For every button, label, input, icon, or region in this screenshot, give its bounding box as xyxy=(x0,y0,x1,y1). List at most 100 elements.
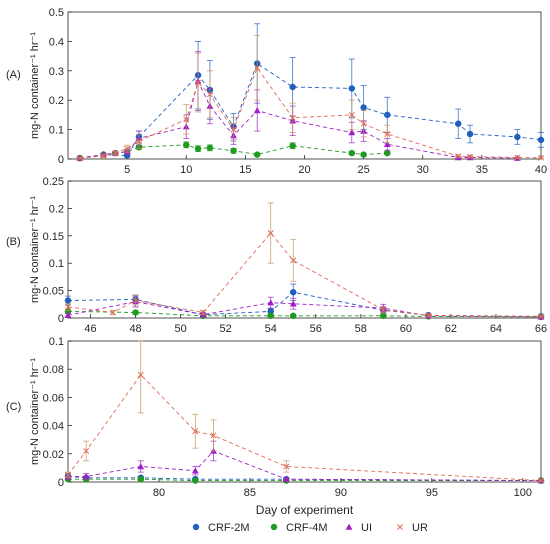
data-point xyxy=(267,299,275,306)
data-point xyxy=(110,309,117,316)
x-tick-label: 40 xyxy=(535,164,547,176)
plot-frame xyxy=(67,340,542,483)
data-point xyxy=(200,309,207,316)
data-point xyxy=(192,428,199,435)
data-point xyxy=(289,312,297,320)
data-point xyxy=(112,150,119,157)
x-tick-label: 90 xyxy=(335,487,347,499)
legend-label: UI xyxy=(361,522,372,534)
data-point xyxy=(360,151,367,158)
legend-marker xyxy=(192,523,200,531)
data-point xyxy=(65,304,71,310)
data-point xyxy=(514,154,521,161)
legend-marker xyxy=(270,523,278,531)
data-point xyxy=(230,147,237,155)
data-point xyxy=(289,288,297,296)
y-tick-label: 0.1 xyxy=(49,336,64,348)
data-point xyxy=(267,230,274,237)
y-tick-label: 0.2 xyxy=(49,95,64,107)
data-point xyxy=(100,151,107,158)
data-point xyxy=(455,153,462,160)
x-tick-label: 80 xyxy=(153,487,165,499)
y-tick-label: 0.02 xyxy=(43,449,64,461)
y-tick-label: 0.4 xyxy=(49,36,64,48)
data-point xyxy=(384,131,391,137)
data-point xyxy=(289,114,296,121)
series-line xyxy=(79,66,542,159)
series-ur xyxy=(65,202,544,320)
x-tick-label: 64 xyxy=(490,323,502,335)
data-point xyxy=(538,313,544,320)
data-point xyxy=(132,297,139,304)
x-tick-label: 58 xyxy=(355,323,367,335)
data-point xyxy=(467,153,474,160)
data-point xyxy=(124,145,131,152)
panel-3: 80 85 90 95 100 0 0.02 0.04 0.06 0.08 0.1 (C) mg-N c… xyxy=(6,336,545,517)
data-point xyxy=(253,151,261,158)
y-tick-label: 0.3 xyxy=(49,66,64,78)
x-tick-label: 100 xyxy=(514,487,532,499)
data-point xyxy=(253,107,261,114)
legend-item-crf-2m: CRF-2M xyxy=(192,522,250,534)
data-point xyxy=(83,448,90,454)
data-point xyxy=(360,120,367,127)
y-axis-label: mg-N container⁻¹ hr⁻¹ xyxy=(29,358,41,465)
data-point xyxy=(380,306,387,313)
series-line xyxy=(67,310,542,318)
data-point xyxy=(192,477,199,484)
legend-item-ui: UI xyxy=(345,522,372,534)
x-tick-label: 52 xyxy=(220,323,232,335)
y-tick-label: 0.06 xyxy=(43,392,64,404)
y-tick-label: 0.08 xyxy=(43,364,64,376)
panel-label: (C) xyxy=(6,401,21,413)
data-point xyxy=(65,471,71,478)
data-point xyxy=(230,126,237,133)
x-tick-label: 25 xyxy=(358,164,370,176)
data-point xyxy=(206,144,214,152)
legend: CRF-2M CRF-4M UI UR xyxy=(192,522,428,534)
x-tick-label: 50 xyxy=(174,323,186,335)
data-point xyxy=(383,140,391,148)
x-tick-label: 66 xyxy=(535,323,547,335)
data-point xyxy=(537,136,545,144)
data-point xyxy=(183,116,190,123)
x-tick-label: 85 xyxy=(244,487,256,499)
y-tick-label: 0.15 xyxy=(43,231,64,243)
data-point xyxy=(282,475,290,482)
data-point xyxy=(380,312,387,320)
y-tick-label: 0.5 xyxy=(49,7,64,19)
data-point xyxy=(514,133,521,141)
panel-label: (B) xyxy=(6,236,21,248)
x-tick-label: 30 xyxy=(417,164,429,176)
data-point xyxy=(425,312,432,319)
series-ur xyxy=(65,340,544,484)
data-point xyxy=(283,463,290,470)
x-tick-label: 60 xyxy=(400,323,412,335)
x-tick-label: 15 xyxy=(239,164,251,176)
series-crf-2m xyxy=(76,23,545,162)
data-point xyxy=(64,297,72,304)
data-point xyxy=(384,111,391,119)
data-point xyxy=(348,85,356,92)
data-point xyxy=(538,154,544,161)
series-ui xyxy=(76,51,521,161)
y-tick-label: 0 xyxy=(58,477,64,489)
x-tick-label: 10 xyxy=(180,164,192,176)
data-point xyxy=(466,130,474,138)
data-point xyxy=(290,257,297,264)
y-tick-label: 0 xyxy=(58,154,64,166)
panel-2: 46 48 50 52 54 56 58 60 62 64 66 0 0.05 0.1 0.15 0.2 0.2… xyxy=(6,176,547,335)
series-crf-4m xyxy=(64,475,545,484)
data-point xyxy=(348,149,356,157)
data-point xyxy=(267,312,274,320)
x-tick-label: 5 xyxy=(124,164,130,176)
legend-label: CRF-2M xyxy=(208,522,250,534)
legend-label: CRF-4M xyxy=(286,522,328,534)
x-tick-label: 56 xyxy=(310,323,322,335)
y-tick-label: 0.25 xyxy=(43,176,64,188)
x-tick-label: 35 xyxy=(476,164,488,176)
data-point xyxy=(195,79,202,86)
legend-marker xyxy=(345,523,353,530)
x-tick-label: 48 xyxy=(129,323,141,335)
